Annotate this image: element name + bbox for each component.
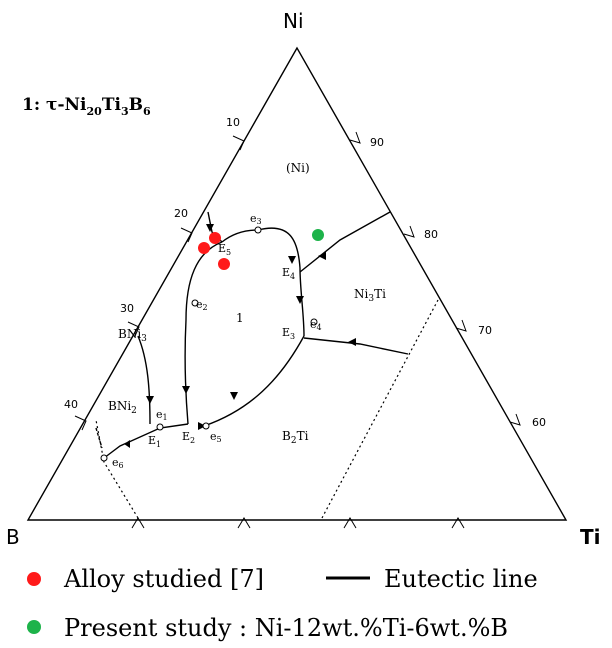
right-tick-70: 70 (478, 324, 492, 337)
left-tick-40: 40 (64, 398, 78, 411)
left-tick-20: 20 (174, 207, 188, 220)
point-label-e4: e4 (310, 318, 322, 332)
vertex-label-ni: Ni (283, 9, 304, 33)
point-label-E1: E1 (148, 434, 161, 449)
direction-arrows (124, 224, 356, 448)
right-axis-ticks (349, 131, 521, 426)
phase-definition-title: 1: τ-Ni20Ti3B6 (22, 95, 151, 118)
eutectic-lines (95, 211, 409, 459)
dotted-boundaries (95, 299, 439, 519)
right-tick-90: 90 (370, 136, 384, 149)
point-label-e1: e1 (156, 408, 168, 422)
right-tick-60: 60 (532, 416, 546, 429)
legend: Alloy studied [7] Eutectic line Present … (27, 565, 538, 642)
left-axis-ticks (74, 135, 245, 431)
point-label-E4: E4 (282, 266, 295, 281)
vertex-label-b: B (6, 525, 20, 549)
alloy-dot-3 (218, 258, 230, 270)
alloy-dot-2 (198, 242, 210, 254)
invariant-points (100, 226, 318, 462)
point-label-e5: e5 (210, 430, 222, 444)
point-label-E2: E2 (182, 430, 195, 445)
legend-present-label: Present study : Ni-12wt.%Ti-6wt.%B (64, 614, 508, 642)
left-tick-30: 30 (120, 302, 134, 315)
present-study-dot (312, 229, 324, 241)
point-label-e2: e2 (196, 298, 208, 312)
point-label-e3: e3 (250, 212, 262, 226)
legend-alloy-label: Alloy studied [7] (63, 565, 264, 593)
vertex-label-ti: Ti (580, 525, 601, 549)
point-label-E5: E5 (218, 242, 231, 257)
phase-label-bni2: BNi2 (108, 399, 137, 416)
phase-label-b2ti: B2Ti (282, 429, 309, 446)
left-tick-10: 10 (226, 116, 240, 129)
legend-present-marker (27, 620, 41, 634)
ternary-triangle (26, 46, 568, 521)
point-label-e6: e6 (112, 456, 124, 470)
right-tick-80: 80 (424, 228, 438, 241)
alloy-dot-1 (209, 232, 221, 244)
phase-label-tau: 1 (236, 311, 244, 325)
legend-eutectic-label: Eutectic line (384, 565, 538, 593)
phase-label-bni3: BNi3 (118, 327, 147, 344)
point-label-E3: E3 (282, 326, 295, 341)
phase-label-ni: (Ni) (286, 161, 310, 175)
phase-label-ni3ti: Ni3Ti (354, 287, 386, 304)
legend-alloy-marker (27, 572, 41, 586)
